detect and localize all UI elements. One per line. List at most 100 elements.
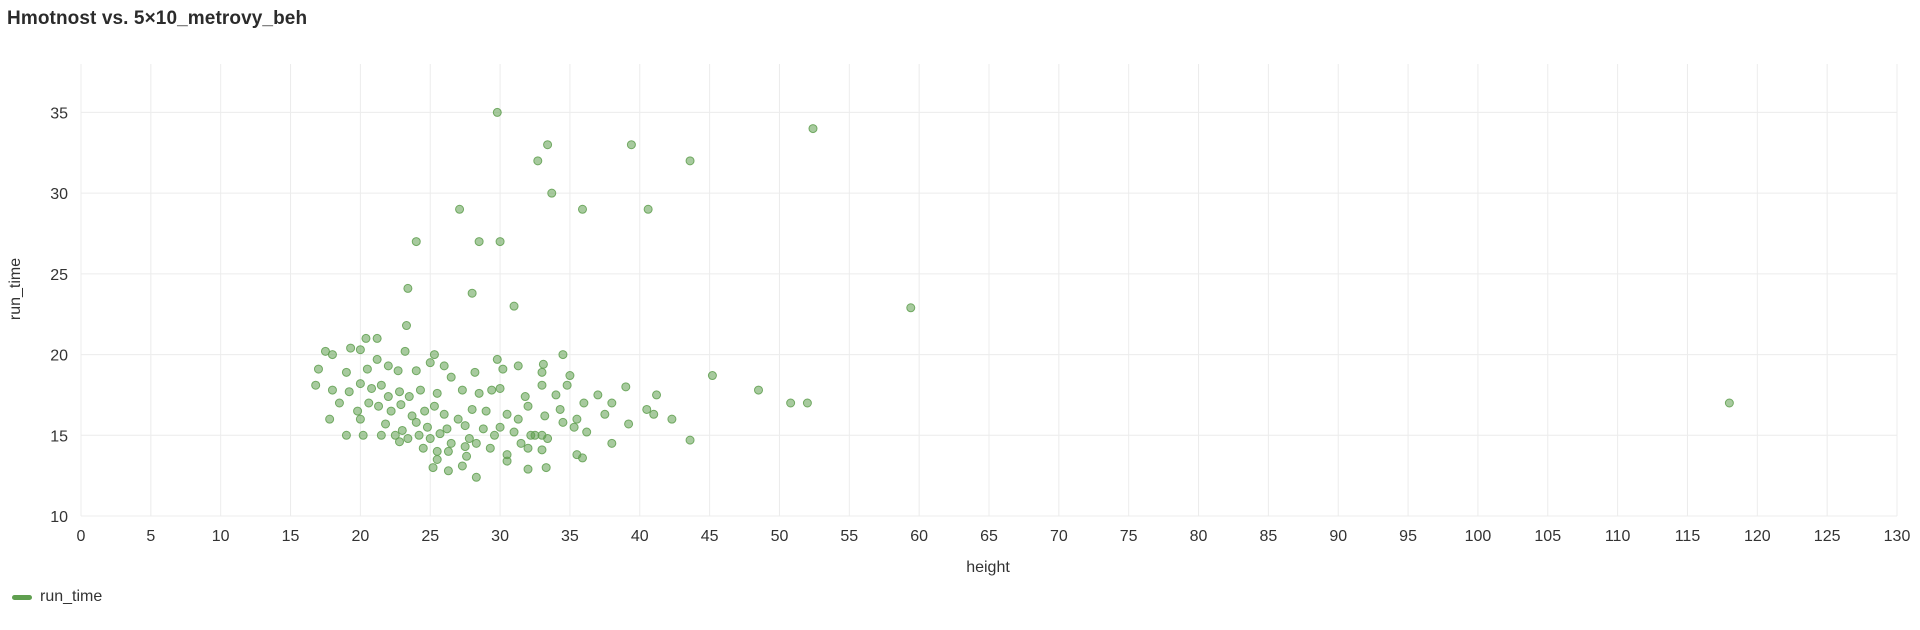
- x-tick-label: 85: [1259, 528, 1277, 545]
- scatter-point: [404, 392, 414, 402]
- scatter-point: [516, 438, 526, 448]
- scatter-point: [414, 430, 424, 440]
- scatter-point: [355, 379, 365, 389]
- scatter-point: [383, 392, 393, 402]
- scatter-point: [537, 445, 547, 455]
- scatter-point: [523, 464, 533, 474]
- scatter-point: [467, 404, 477, 414]
- points-layer: [311, 107, 1734, 482]
- y-tick-label: 10: [50, 509, 68, 526]
- scatter-point: [362, 364, 372, 374]
- scatter-point: [429, 401, 439, 411]
- scatter-point: [364, 398, 374, 408]
- scatter-point: [523, 401, 533, 411]
- scatter-point: [325, 414, 335, 424]
- scatter-point: [551, 390, 561, 400]
- x-tick-labels: 0 5 10 15 20 25 30 35 40 45 50 55 60 65 70 75 80 85 90 95 10…: [77, 528, 1911, 545]
- scatter-point: [621, 382, 631, 392]
- scatter-point: [537, 367, 547, 377]
- scatter-point: [358, 430, 368, 440]
- x-tick-label: 40: [631, 528, 649, 545]
- y-tick-label: 35: [50, 105, 68, 122]
- scatter-point: [600, 409, 610, 419]
- scatter-point: [579, 398, 589, 408]
- x-tick-label: 105: [1534, 528, 1561, 545]
- scatter-point: [582, 427, 592, 437]
- scatter-point: [533, 156, 543, 166]
- scatter-point: [383, 361, 393, 371]
- scatter-point: [707, 371, 717, 381]
- scatter-point: [341, 430, 351, 440]
- x-tick-label: 80: [1190, 528, 1208, 545]
- scatter-point: [495, 422, 505, 432]
- scatter-point: [443, 466, 453, 476]
- scatter-point: [396, 400, 406, 410]
- scatter-point: [569, 422, 579, 432]
- x-tick-label: 30: [491, 528, 509, 545]
- scatter-point: [464, 434, 474, 444]
- x-tick-label: 115: [1675, 528, 1701, 545]
- scatter-point: [397, 425, 407, 435]
- scatter-point: [400, 346, 410, 356]
- scatter-point: [547, 188, 557, 198]
- scatter-point: [1724, 398, 1734, 408]
- scatter-point: [457, 461, 467, 471]
- scatter-point: [401, 321, 411, 331]
- scatter-point: [649, 409, 659, 419]
- scatter-point: [786, 398, 796, 408]
- scatter-point: [624, 419, 634, 429]
- x-tick-label: 25: [421, 528, 439, 545]
- scatter-point: [453, 414, 463, 424]
- scatter-point: [355, 345, 365, 355]
- scatter-point: [495, 237, 505, 247]
- scatter-point: [425, 358, 435, 368]
- scatter-point: [685, 156, 695, 166]
- scatter-point: [372, 333, 382, 343]
- scatter-point: [471, 472, 481, 482]
- scatter-point: [460, 421, 470, 431]
- scatter-point: [474, 237, 484, 247]
- x-tick-label: 45: [701, 528, 719, 545]
- x-tick-label: 95: [1399, 528, 1417, 545]
- scatter-point: [607, 398, 617, 408]
- scatter-point: [381, 419, 391, 429]
- scatter-point: [361, 333, 371, 343]
- scatter-point: [372, 354, 382, 364]
- x-tick-label: 90: [1329, 528, 1347, 545]
- x-tick-label: 5: [146, 528, 155, 545]
- scatter-point: [558, 350, 568, 360]
- scatter-point: [642, 404, 652, 414]
- scatter-point: [470, 367, 480, 377]
- chart-title: Hmotnost vs. 5×10_metrovy_beh: [7, 8, 308, 29]
- scatter-point: [425, 434, 435, 444]
- scatter-point: [541, 463, 551, 473]
- scatter-point: [390, 430, 400, 440]
- scatter-point: [513, 414, 523, 424]
- scatter-point: [530, 430, 540, 440]
- scatter-point: [667, 414, 677, 424]
- legend-label-run-time: run_time: [40, 588, 103, 605]
- scatter-point: [543, 434, 553, 444]
- x-axis-label: height: [966, 559, 1010, 576]
- scatter-point: [607, 438, 617, 448]
- scatter-point: [471, 438, 481, 448]
- scatter-point: [446, 438, 456, 448]
- x-tick-label: 15: [282, 528, 300, 545]
- scatter-point: [457, 385, 467, 395]
- scatter-point: [540, 411, 550, 421]
- scatter-point: [558, 417, 568, 427]
- scatter-point: [543, 140, 553, 150]
- scatter-point: [327, 385, 337, 395]
- scatter-point: [498, 364, 508, 374]
- x-tick-label: 65: [980, 528, 998, 545]
- scatter-point: [411, 366, 421, 376]
- legend-swatch-run-time: [12, 594, 32, 600]
- scatter-point: [376, 380, 386, 390]
- scatter-point: [415, 385, 425, 395]
- scatter-point: [492, 354, 502, 364]
- scatter-point: [334, 398, 344, 408]
- scatter-point: [418, 443, 428, 453]
- scatter-point: [495, 383, 505, 393]
